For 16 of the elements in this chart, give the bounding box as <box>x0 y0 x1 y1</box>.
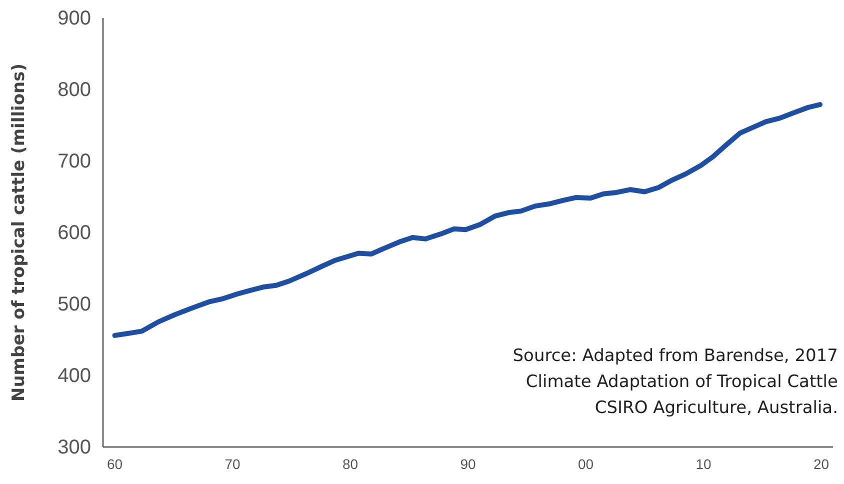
annotation: Source: Adapted from Barendse, 2017 Climate Adaptation of Tropical Cattle CSIRO Agriculture, Australia. <box>512 346 838 418</box>
y-tick-label: 500 <box>58 293 91 316</box>
x-tick-label: 20 <box>813 456 830 472</box>
y-tick-label: 300 <box>58 436 91 458</box>
y-axis-title: Number of tropical cattle (millions) <box>9 63 29 402</box>
x-tick-label: 60 <box>106 456 123 472</box>
x-tick-label: 90 <box>460 456 476 472</box>
y-tick-label: 700 <box>58 150 91 172</box>
y-tick-label: 400 <box>58 364 91 387</box>
x-tick-label: 10 <box>696 456 712 472</box>
y-tick-label: 900 <box>58 7 91 30</box>
y-tick-label: 800 <box>58 78 91 101</box>
x-tick-label: 00 <box>578 456 594 472</box>
x-tick-label: 80 <box>342 456 358 472</box>
x-tick-label: 70 <box>224 456 241 472</box>
y-tick-label: 600 <box>58 222 91 244</box>
